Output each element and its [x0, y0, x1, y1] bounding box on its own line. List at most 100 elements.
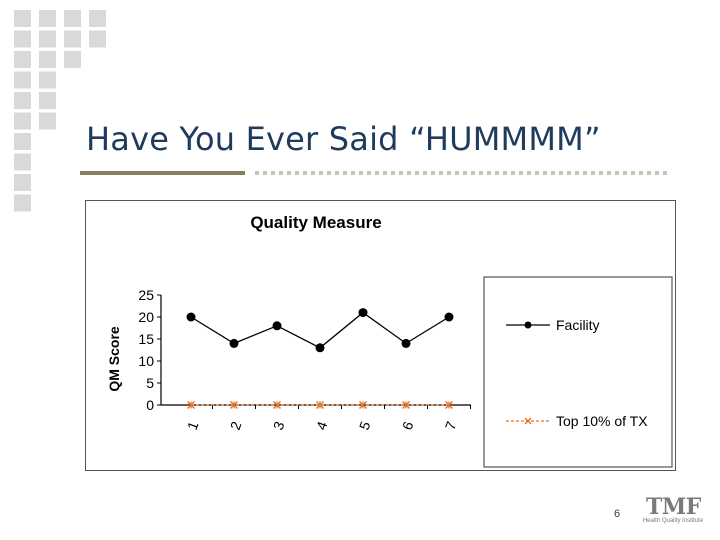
divider-dot: [631, 171, 635, 175]
tmf-logo: TMF Health Quality Institute: [640, 494, 706, 528]
divider-dot: [559, 171, 563, 175]
divider-dot: [535, 171, 539, 175]
deco-square: [64, 51, 81, 68]
divider-dot: [479, 171, 483, 175]
data-point: [401, 338, 411, 348]
x-tick-label: 4: [313, 419, 331, 432]
divider-dot: [463, 171, 467, 175]
logo-tagline: Health Quality Institute: [642, 518, 704, 524]
divider-dot: [655, 171, 659, 175]
x-tick-label: 7: [442, 419, 460, 432]
divider-dot: [639, 171, 643, 175]
divider-dot: [423, 171, 427, 175]
divider-dot: [487, 171, 491, 175]
data-point: [186, 400, 196, 410]
deco-square: [64, 30, 81, 48]
data-point: [315, 400, 325, 410]
divider-dot: [647, 171, 651, 175]
divider-dot: [271, 171, 275, 175]
y-axis-label: QM Score: [106, 326, 122, 392]
legend-entry: Facility: [506, 317, 600, 333]
deco-square: [14, 71, 31, 89]
slide-number: 6: [614, 508, 621, 520]
divider-dot: [447, 171, 451, 175]
data-point: [444, 400, 454, 410]
quality-measure-chart: Quality Measure QM Score 0 5 10 15 20 25 1 2 3 4 5…: [106, 213, 673, 468]
divider-dot: [327, 171, 331, 175]
y-tick-label: 15: [138, 331, 154, 347]
slide-title: Have You Ever Said “HUMMMM”: [86, 120, 601, 158]
divider-dot: [551, 171, 555, 175]
y-tick-label: 25: [138, 287, 154, 303]
divider-dot: [599, 171, 603, 175]
decorative-squares: [14, 10, 106, 212]
divider-dot: [383, 171, 387, 175]
divider-dot: [391, 171, 395, 175]
divider-dot: [431, 171, 435, 175]
divider-dot: [575, 171, 579, 175]
data-point: [358, 308, 368, 318]
deco-square: [14, 30, 31, 48]
divider-dot: [319, 171, 323, 175]
divider-dot: [607, 171, 611, 175]
divider-dot: [519, 171, 523, 175]
divider-dot: [567, 171, 571, 175]
data-point: [444, 312, 454, 322]
title-divider: [80, 171, 667, 175]
data-point: [272, 400, 282, 410]
divider-dot: [367, 171, 371, 175]
chart-series: [186, 308, 454, 410]
data-point: [315, 343, 325, 353]
y-tick-label: 10: [138, 353, 154, 369]
divider-dot: [591, 171, 595, 175]
divider-dot: [543, 171, 547, 175]
chart-legend: Facility Top 10% of TX: [483, 276, 673, 468]
data-point: [358, 400, 368, 410]
divider-dot: [359, 171, 363, 175]
logo-wordmark: TMF: [646, 494, 701, 520]
deco-square: [14, 133, 31, 150]
deco-square: [14, 51, 31, 68]
deco-square: [89, 10, 106, 27]
deco-square: [14, 92, 31, 109]
y-tick-label: 20: [138, 309, 154, 325]
divider-dot: [663, 171, 667, 175]
divider-dot: [527, 171, 531, 175]
divider-dot: [287, 171, 291, 175]
data-point: [272, 321, 282, 331]
divider-dot: [583, 171, 587, 175]
legend-label: Facility: [556, 317, 600, 333]
data-point: [186, 312, 196, 322]
chart-axes: 0 5 10 15 20 25 1 2 3 4 5 6 7: [138, 287, 471, 432]
deco-square: [39, 92, 56, 109]
divider-dot: [407, 171, 411, 175]
deco-square: [14, 174, 31, 191]
divider-dot: [399, 171, 403, 175]
x-tick-label: 2: [227, 419, 245, 432]
chart-frame: Quality Measure QM Score 0 5 10 15 20 25 1 2 3 4 5…: [85, 200, 676, 471]
deco-square: [39, 112, 56, 130]
data-point: [401, 400, 411, 410]
legend-box: [483, 276, 673, 468]
deco-square: [39, 51, 56, 68]
deco-square: [14, 194, 31, 212]
divider-dot: [343, 171, 347, 175]
x-tick-label: 1: [184, 419, 202, 432]
y-tick-label: 0: [146, 397, 154, 413]
divider-dot: [279, 171, 283, 175]
divider-dot: [351, 171, 355, 175]
deco-square: [39, 30, 56, 48]
divider-dot: [503, 171, 507, 175]
deco-square: [14, 112, 31, 130]
y-tick-label: 5: [146, 375, 154, 391]
x-tick-label: 6: [399, 419, 417, 432]
divider-dot: [295, 171, 299, 175]
divider-dot: [439, 171, 443, 175]
data-point: [229, 400, 239, 410]
legend-entry: Top 10% of TX: [506, 413, 648, 429]
data-point: [229, 338, 239, 348]
deco-square: [64, 10, 81, 27]
legend-marker: [524, 417, 532, 425]
divider-dot: [615, 171, 619, 175]
divider-dot: [335, 171, 339, 175]
